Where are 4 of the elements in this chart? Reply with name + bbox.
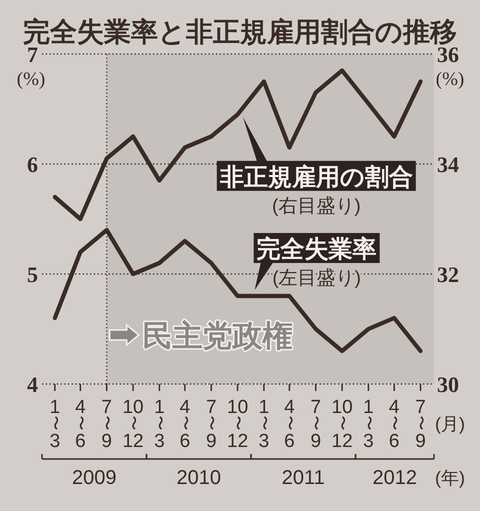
xlabel: (月): [435, 414, 465, 434]
ylabel: (%): [16, 69, 46, 90]
y2label: (%): [436, 69, 464, 90]
title: 完全失業率と非正規雇用割合の推移: [23, 17, 457, 47]
